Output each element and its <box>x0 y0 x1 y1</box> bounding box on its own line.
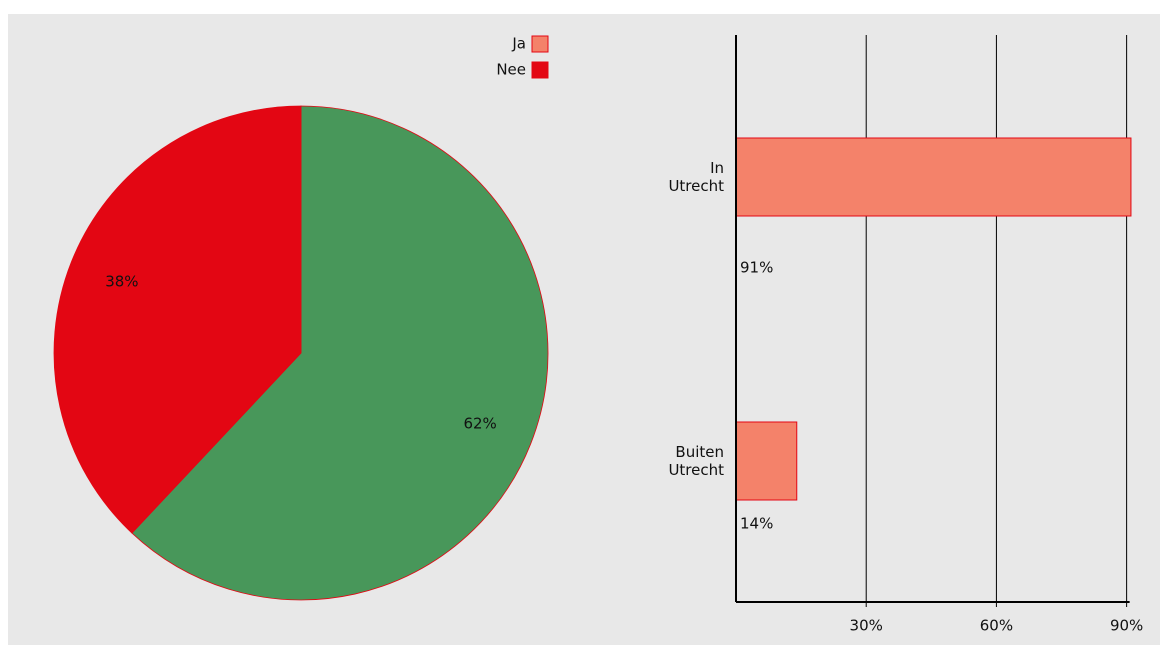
pie-slice <box>131 105 549 601</box>
data-label: 38% <box>105 273 138 291</box>
legend-label: Nee <box>496 61 526 79</box>
legend-swatch <box>531 61 549 79</box>
x-tick-label: 60% <box>980 617 1013 635</box>
y-tick-label-line: In <box>710 159 724 177</box>
data-label: 62% <box>463 414 496 432</box>
y-tick-label-line: Utrecht <box>668 177 724 195</box>
x-tick-label: 90% <box>1110 617 1143 635</box>
y-tick-label: Buiten Utrecht <box>668 443 724 479</box>
pie-slice <box>53 105 302 534</box>
y-tick-label-line: Buiten <box>675 443 724 461</box>
bar <box>735 421 798 501</box>
legend-swatch <box>531 35 549 53</box>
bar <box>735 137 1132 217</box>
y-tick-label-line: Utrecht <box>668 461 724 479</box>
legend-label: Ja <box>511 35 526 53</box>
data-label: 91% <box>740 259 773 277</box>
y-tick-label: In Utrecht <box>668 159 724 195</box>
data-label: 14% <box>740 515 773 533</box>
x-tick-label: 30% <box>850 617 883 635</box>
